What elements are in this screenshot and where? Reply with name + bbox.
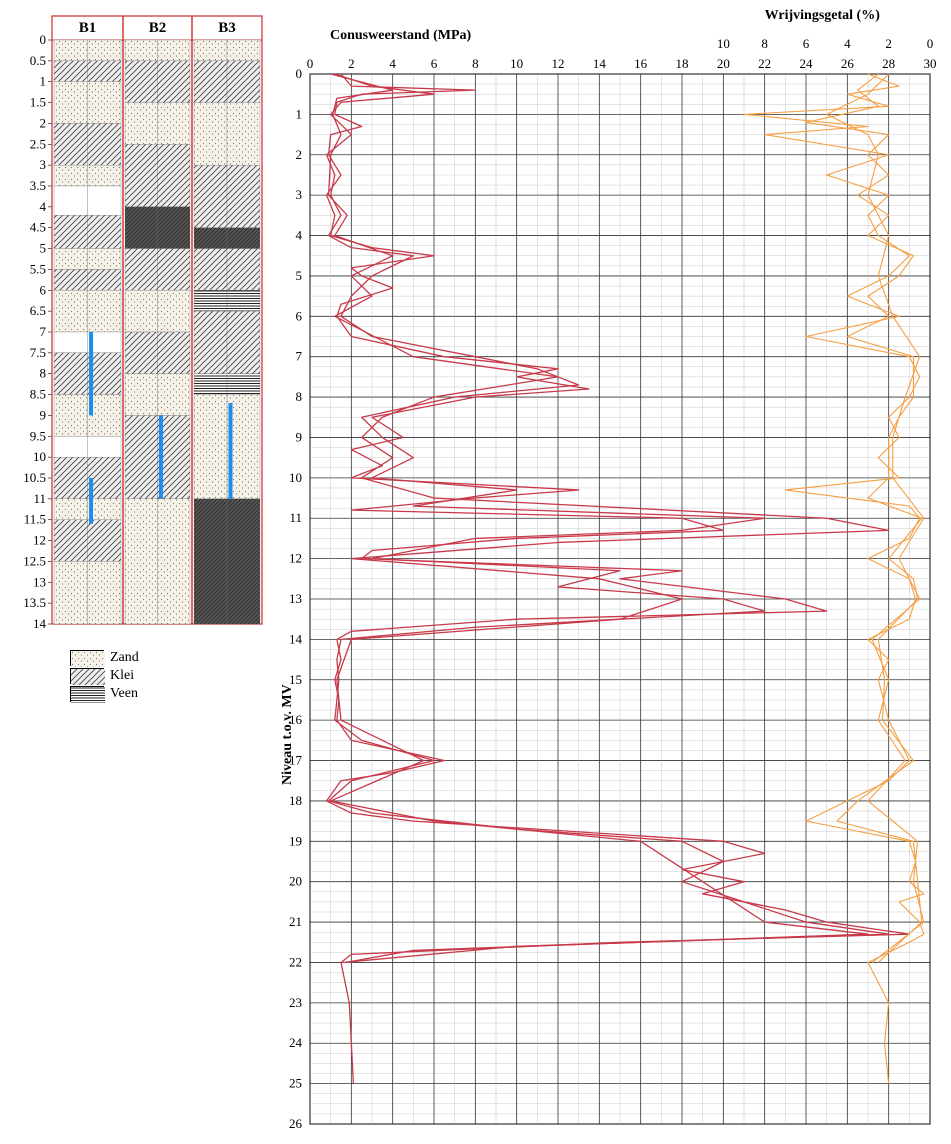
svg-text:1: 1 xyxy=(40,74,47,89)
svg-text:12: 12 xyxy=(33,533,46,548)
svg-text:0.5: 0.5 xyxy=(30,53,46,68)
svg-text:20: 20 xyxy=(717,56,730,71)
svg-text:2.5: 2.5 xyxy=(30,136,46,151)
svg-text:24: 24 xyxy=(289,1035,303,1050)
svg-text:7: 7 xyxy=(40,324,47,339)
svg-text:22: 22 xyxy=(289,954,302,969)
wrijving-title: Wrijvingsgetal (%) xyxy=(765,8,880,24)
svg-text:10: 10 xyxy=(289,470,302,485)
svg-text:22: 22 xyxy=(758,56,771,71)
svg-text:12.5: 12.5 xyxy=(23,553,46,568)
svg-text:B3: B3 xyxy=(218,20,236,36)
legend-item: Veen xyxy=(70,686,270,702)
legend-label: Zand xyxy=(110,650,139,666)
svg-text:2: 2 xyxy=(296,147,303,162)
legend-label: Klei xyxy=(110,668,134,684)
svg-text:1.5: 1.5 xyxy=(30,95,46,110)
svg-text:2: 2 xyxy=(40,115,47,130)
svg-text:13: 13 xyxy=(289,591,302,606)
svg-text:4: 4 xyxy=(844,36,851,51)
svg-text:11.5: 11.5 xyxy=(24,512,46,527)
svg-text:14: 14 xyxy=(289,631,303,646)
svg-text:2: 2 xyxy=(885,36,892,51)
svg-text:8: 8 xyxy=(296,389,303,404)
svg-text:5.5: 5.5 xyxy=(30,261,46,276)
figure-container: 00.511.522.533.544.555.566.577.588.599.5… xyxy=(10,10,941,1134)
svg-text:0: 0 xyxy=(307,56,314,71)
svg-text:4.5: 4.5 xyxy=(30,220,46,235)
svg-text:10: 10 xyxy=(510,56,523,71)
svg-text:6: 6 xyxy=(40,282,47,297)
svg-text:8.5: 8.5 xyxy=(30,387,46,402)
svg-text:9: 9 xyxy=(296,429,303,444)
svg-text:0: 0 xyxy=(927,36,934,51)
svg-text:3.5: 3.5 xyxy=(30,178,46,193)
svg-text:6.5: 6.5 xyxy=(30,303,46,318)
boring-logs: 00.511.522.533.544.555.566.577.588.599.5… xyxy=(10,10,270,630)
svg-text:26: 26 xyxy=(841,56,855,71)
svg-text:25: 25 xyxy=(289,1076,302,1091)
svg-text:6: 6 xyxy=(296,308,303,323)
svg-text:19: 19 xyxy=(289,833,302,848)
svg-text:28: 28 xyxy=(882,56,895,71)
svg-text:14: 14 xyxy=(33,616,47,630)
svg-text:0: 0 xyxy=(40,32,47,47)
svg-text:6: 6 xyxy=(431,56,438,71)
svg-text:14: 14 xyxy=(593,56,607,71)
svg-text:0: 0 xyxy=(296,66,303,81)
svg-text:8: 8 xyxy=(472,56,479,71)
svg-text:18: 18 xyxy=(289,793,302,808)
svg-text:6: 6 xyxy=(803,36,810,51)
svg-text:7: 7 xyxy=(296,349,303,364)
cpt-chart: 0123456789101112131415161718192021222324… xyxy=(270,34,941,1134)
conus-title: Conusweerstand (MPa) xyxy=(330,28,471,44)
svg-text:9.5: 9.5 xyxy=(30,428,46,443)
svg-text:8: 8 xyxy=(761,36,768,51)
y-axis-title: Niveau t.o.v. MV xyxy=(280,684,296,785)
svg-text:8: 8 xyxy=(40,366,47,381)
svg-text:B2: B2 xyxy=(149,20,167,36)
svg-text:12: 12 xyxy=(289,551,302,566)
svg-text:4: 4 xyxy=(389,56,396,71)
svg-text:5: 5 xyxy=(296,268,303,283)
boring-panel: 00.511.522.533.544.555.566.577.588.599.5… xyxy=(10,10,270,1134)
svg-text:26: 26 xyxy=(289,1116,303,1131)
svg-text:4: 4 xyxy=(40,199,47,214)
svg-text:7.5: 7.5 xyxy=(30,345,46,360)
svg-text:21: 21 xyxy=(289,914,302,929)
svg-text:20: 20 xyxy=(289,874,302,889)
svg-text:B1: B1 xyxy=(79,20,97,36)
svg-text:3: 3 xyxy=(40,157,47,172)
svg-text:13: 13 xyxy=(33,574,46,589)
legend-label: Veen xyxy=(110,686,138,702)
svg-text:11: 11 xyxy=(33,491,46,506)
svg-text:30: 30 xyxy=(924,56,937,71)
svg-text:3: 3 xyxy=(296,187,303,202)
svg-text:18: 18 xyxy=(676,56,689,71)
svg-text:9: 9 xyxy=(40,407,47,422)
svg-text:11: 11 xyxy=(289,510,302,525)
svg-text:5: 5 xyxy=(40,241,47,256)
svg-text:16: 16 xyxy=(634,56,648,71)
svg-text:1: 1 xyxy=(296,106,303,121)
svg-text:4: 4 xyxy=(296,228,303,243)
legend-item: Klei xyxy=(70,668,270,684)
svg-text:23: 23 xyxy=(289,995,302,1010)
soil-legend: Zand Klei Veen xyxy=(70,650,270,702)
legend-item: Zand xyxy=(70,650,270,666)
cpt-chart-panel: Conusweerstand (MPa) Wrijvingsgetal (%) … xyxy=(270,10,941,1134)
svg-text:10: 10 xyxy=(717,36,730,51)
svg-text:10.5: 10.5 xyxy=(23,470,46,485)
svg-text:12: 12 xyxy=(552,56,565,71)
svg-text:10: 10 xyxy=(33,449,46,464)
svg-text:13.5: 13.5 xyxy=(23,595,46,610)
svg-text:24: 24 xyxy=(800,56,814,71)
svg-text:2: 2 xyxy=(348,56,355,71)
